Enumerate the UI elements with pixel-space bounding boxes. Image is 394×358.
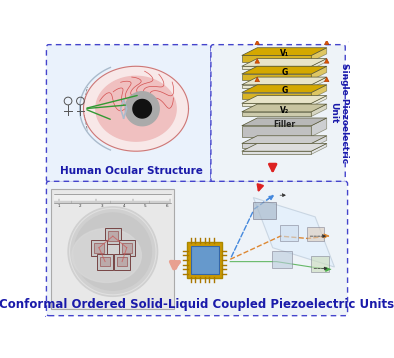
Polygon shape: [242, 74, 311, 80]
Polygon shape: [242, 104, 327, 112]
FancyBboxPatch shape: [108, 231, 118, 241]
Text: Filler: Filler: [273, 120, 296, 129]
Polygon shape: [242, 59, 327, 66]
Polygon shape: [242, 151, 311, 154]
FancyBboxPatch shape: [44, 40, 350, 318]
FancyBboxPatch shape: [272, 251, 292, 268]
Polygon shape: [255, 77, 260, 82]
Text: Conformal Ordered Solid-Liquid Coupled Piezoelectric Units: Conformal Ordered Solid-Liquid Coupled P…: [0, 298, 394, 311]
Ellipse shape: [72, 228, 141, 282]
FancyBboxPatch shape: [91, 240, 107, 256]
Polygon shape: [242, 66, 311, 69]
Polygon shape: [255, 59, 260, 63]
Polygon shape: [324, 40, 329, 45]
Polygon shape: [242, 85, 327, 92]
Polygon shape: [125, 92, 159, 126]
FancyBboxPatch shape: [114, 253, 130, 270]
Text: Human Ocular Structure: Human Ocular Structure: [60, 166, 203, 175]
FancyBboxPatch shape: [191, 246, 219, 274]
Text: Single Piezoelectric
Unit: Single Piezoelectric Unit: [329, 63, 349, 163]
FancyBboxPatch shape: [122, 243, 132, 253]
Polygon shape: [242, 92, 311, 99]
FancyBboxPatch shape: [97, 253, 113, 270]
Text: 4: 4: [123, 204, 125, 208]
Polygon shape: [311, 136, 327, 148]
Text: 1: 1: [58, 204, 60, 208]
FancyBboxPatch shape: [307, 227, 323, 241]
Text: 3: 3: [101, 204, 103, 208]
FancyBboxPatch shape: [51, 189, 174, 310]
Polygon shape: [311, 59, 327, 69]
Polygon shape: [242, 77, 327, 85]
Polygon shape: [242, 126, 311, 136]
Text: 5: 5: [144, 204, 147, 208]
Polygon shape: [242, 118, 327, 126]
Polygon shape: [311, 77, 327, 88]
FancyBboxPatch shape: [310, 256, 329, 272]
Polygon shape: [242, 48, 327, 55]
Polygon shape: [96, 76, 176, 141]
Polygon shape: [324, 59, 329, 63]
FancyBboxPatch shape: [46, 45, 211, 182]
FancyBboxPatch shape: [94, 243, 104, 253]
Polygon shape: [324, 77, 329, 82]
FancyBboxPatch shape: [100, 257, 110, 266]
Polygon shape: [311, 104, 327, 116]
Text: 2: 2: [79, 204, 82, 208]
Circle shape: [74, 213, 151, 290]
FancyBboxPatch shape: [211, 45, 345, 182]
FancyBboxPatch shape: [46, 181, 348, 316]
Text: V₂: V₂: [280, 106, 289, 115]
Text: G: G: [281, 87, 287, 96]
Polygon shape: [255, 40, 260, 45]
FancyBboxPatch shape: [280, 225, 298, 241]
Text: V₁: V₁: [280, 49, 289, 58]
FancyBboxPatch shape: [119, 240, 135, 256]
Text: G: G: [281, 68, 287, 77]
Polygon shape: [311, 96, 327, 106]
FancyBboxPatch shape: [117, 257, 127, 266]
Circle shape: [68, 207, 158, 296]
Polygon shape: [133, 100, 151, 118]
Text: 6: 6: [165, 204, 168, 208]
Polygon shape: [311, 48, 327, 62]
Polygon shape: [242, 85, 311, 88]
Polygon shape: [311, 144, 327, 154]
FancyBboxPatch shape: [105, 228, 121, 244]
Polygon shape: [242, 66, 327, 74]
Polygon shape: [242, 112, 311, 116]
FancyBboxPatch shape: [253, 202, 276, 219]
Polygon shape: [311, 118, 327, 136]
Polygon shape: [242, 55, 311, 62]
Polygon shape: [242, 103, 311, 106]
Polygon shape: [311, 85, 327, 99]
Polygon shape: [84, 66, 188, 151]
Polygon shape: [311, 66, 327, 80]
Polygon shape: [242, 144, 327, 151]
FancyBboxPatch shape: [187, 242, 223, 278]
Polygon shape: [253, 198, 335, 267]
Polygon shape: [242, 144, 311, 148]
Polygon shape: [242, 136, 327, 144]
Polygon shape: [242, 96, 327, 103]
